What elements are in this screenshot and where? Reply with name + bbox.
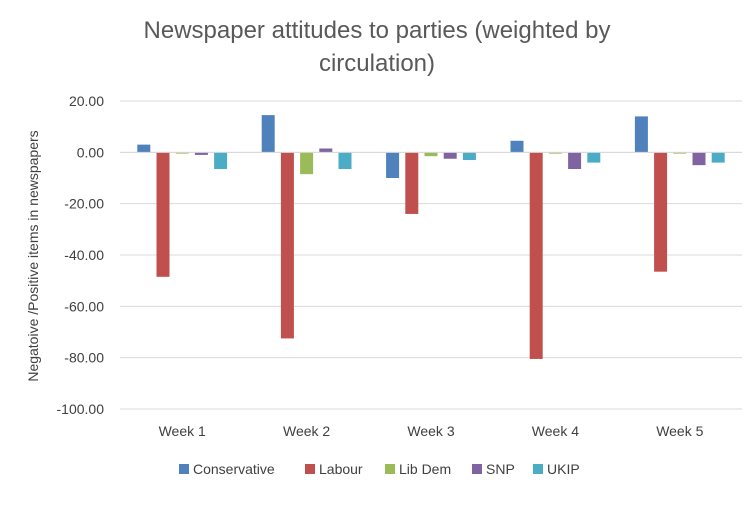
bar-ukip [462,152,476,161]
x-tick-label: Week 1 [159,423,206,439]
bar-conservative [261,115,275,153]
bar-snp [568,152,582,170]
legend-swatch [472,464,482,474]
bar-ukip [338,152,352,170]
x-tick-label: Week 5 [656,423,703,439]
bar-lib-dem [300,152,314,175]
x-tick-label: Week 2 [283,423,330,439]
bar-conservative [137,144,151,153]
legend-swatch [385,464,395,474]
bar-conservative [510,140,524,153]
bar-labour [280,152,294,339]
legend-label: Lib Dem [399,461,451,477]
y-tick-label: -100.00 [57,401,105,417]
bar-ukip [214,152,228,170]
legend-label: Conservative [193,461,275,477]
bar-labour [156,152,170,277]
y-tick-label: -40.00 [64,247,104,263]
y-tick-label: -60.00 [64,298,104,314]
legend-label: UKIP [547,461,580,477]
y-tick-label: -80.00 [64,350,104,366]
gridlines [120,100,742,410]
bar-lib-dem [424,152,438,157]
chart-title-line-1: Newspaper attitudes to parties (weighted… [144,17,611,44]
y-tick-label: 0.00 [77,144,104,160]
legend-swatch [179,464,189,474]
legend-label: Labour [319,461,363,477]
bar-conservative [634,116,648,153]
bar-lib-dem [548,152,562,154]
bar-snp [194,152,208,155]
bar-lib-dem [673,152,687,154]
bar-conservative [386,152,400,178]
legend-swatch [305,464,315,474]
bar-labour [529,152,543,359]
y-tick-label: 20.00 [69,93,104,109]
legend: Conservative Labour Lib Dem SNP UKIP [179,461,580,477]
y-axis-label: Negatoive /Positive items in newspapers [25,130,41,381]
bar-ukip [587,152,601,163]
y-tick-label: -20.00 [64,196,104,212]
bar-snp [692,152,706,166]
bar-snp [319,148,333,153]
axis-ticks: 20.00 0.00 -20.00 -40.00 -60.00 -80.00 -100.00… [57,93,742,439]
x-tick-label: Week 3 [407,423,454,439]
bar-labour [654,152,668,272]
x-tick-label: Week 4 [532,423,579,439]
legend-label: SNP [486,461,515,477]
chart-title-line-2: circulation) [319,50,435,77]
bar-ukip [711,152,725,163]
legend-swatch [533,464,543,474]
bar-lib-dem [175,152,189,154]
bars [137,115,725,359]
bar-snp [443,152,457,159]
bar-labour [405,152,419,214]
